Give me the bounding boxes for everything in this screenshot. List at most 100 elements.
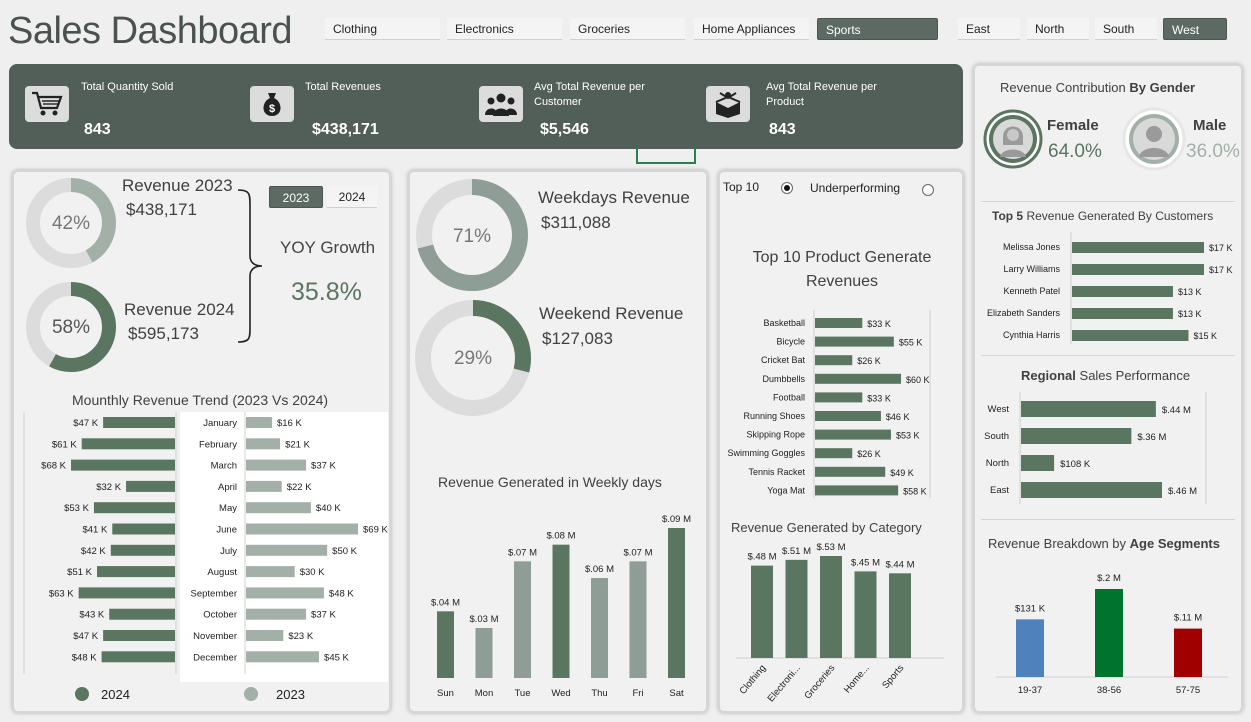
bar-2024-september [78,587,175,599]
top10-bar-swimming-goggles [815,448,853,459]
male-pct: 36.0% [1186,141,1240,162]
label-2023-october: $37 K [311,610,336,621]
label-2023-may: $40 K [316,503,341,514]
top5-value-kenneth-patel: $13 K [1178,287,1202,297]
weekly-chart-title: Revenue Generated in Weekly days [438,474,662,490]
top10-product-swimming-goggles: Swimming Goggles [727,448,805,458]
toggle-top10-radio[interactable] [780,181,794,195]
slicer-category-electronics[interactable]: Electronics [447,18,562,40]
bracket-icon [237,189,263,343]
rev2023-label: Revenue 2023 [122,176,233,195]
weekly-bar-mon [475,628,493,678]
category-value-sports: $.44 M [885,559,914,570]
bar-2023-august [246,566,295,578]
legend-2024-label: 2024 [101,687,130,702]
donut-weekend-pct: 29% [454,348,492,369]
top10-bar-yoga-mat [815,485,899,496]
label-2023-january: $16 K [277,418,302,429]
top10-title: Top 10 Product Generate Revenues [752,249,932,290]
weekly-bar-sun [437,611,454,678]
region-label-south: South [984,431,1009,442]
rev2024-value: $595,173 [128,324,199,343]
weekly-bar-fri [629,561,647,678]
donut-weekdays-pct: 71% [453,226,491,247]
slicer-category-groceries[interactable]: Groceries [570,18,685,40]
top10-value-bicycle: $55 K [899,338,923,348]
dashboard-title: Sales Dashboard [8,10,293,52]
label-2024-february: $61 K [52,439,77,450]
svg-text:$: $ [269,103,275,115]
bar-2023-march [246,459,307,471]
month-label-november: November [193,631,237,642]
age-bar-57-75 [1174,628,1202,677]
slicer-region-south[interactable]: South [1095,18,1157,40]
top10-value-running-shoes: $46 K [886,412,910,422]
slicer-region-west[interactable]: West [1163,18,1227,40]
category-label-sports: Sports [880,663,906,691]
toggle-underperforming-label: Underperforming [810,181,901,195]
kpi-value-avg-product: 843 [769,121,796,138]
bar-2024-march [71,459,175,471]
bar-2024-july [110,544,175,556]
monthly-chart: $47 K January $16 K $61 K February $21 K $68 K… [23,412,388,682]
selection-marker [636,148,696,164]
category-bar-sports [889,573,911,658]
weekly-value-sun: $.04 M [431,597,460,608]
slicer-region-north[interactable]: North [1027,18,1089,40]
top10-value-cricket-bat: $26 K [857,356,881,366]
label-2023-july: $50 K [332,546,357,557]
top5-bar-kenneth-patel [1072,286,1173,297]
top10-value-football: $33 K [867,393,891,403]
female-pct: 64.0% [1048,141,1102,162]
top10-product-dumbbells: Dumbbells [762,374,805,384]
donut-weekdays: 71% [416,179,528,291]
bar-2023-october [246,608,307,620]
category-value-groceries: $.53 M [816,542,845,553]
bar-2024-january [103,417,175,428]
label-2023-december: $45 K [324,652,349,663]
top5-value-elizabeth-sanders: $13 K [1178,309,1202,319]
bar-2024-april [126,480,175,492]
top5-chart: Melissa Jones $17 K Larry Williams $17 K Ken… [987,232,1233,344]
slicer-region-east[interactable]: East [958,18,1020,40]
age-value-19-37: $131 K [1015,603,1046,614]
top10-product-football: Football [773,392,805,402]
bar-2023-july [246,544,328,556]
weekly-value-fri: $.07 M [623,547,652,558]
bar-2024-november [103,630,175,641]
top5-customer-melissa-jones: Melissa Jones [1003,242,1061,252]
top10-product-yoga-mat: Yoga Mat [767,485,805,495]
month-label-march: March [211,461,237,472]
weekly-value-mon: $.03 M [469,614,498,625]
slicer-category-home-appliances[interactable]: Home Appliances [694,18,809,40]
money-bag-icon: $ [250,86,294,122]
region-value-south: $.36 M [1137,432,1166,443]
label-2024-august: $51 K [67,567,92,578]
month-label-june: June [216,525,237,536]
toggle-underperforming-radio[interactable] [921,183,935,197]
top10-bar-cricket-bat [815,355,853,366]
weekly-day-mon: Mon [475,688,493,699]
label-2024-july: $42 K [81,546,106,557]
top5-title: Top 5 Revenue Generated By Customers [992,209,1214,223]
top5-customer-kenneth-patel: Kenneth Patel [1003,286,1060,296]
kpi-value-quantity: 843 [84,121,111,138]
regional-chart: West $.44 M South $.36 M North $108 K East $.46… [984,392,1207,504]
region-value-east: $.46 M [1168,486,1197,497]
label-2023-february: $21 K [285,439,310,450]
bar-2024-may [93,502,175,514]
slicer-category-clothing[interactable]: Clothing [325,18,440,40]
donut-2023-pct: 42% [52,213,90,234]
year-button-2024[interactable]: 2024 [327,186,377,208]
rev2023-value: $438,171 [126,200,197,219]
male-avatar-icon [1122,107,1186,171]
top5-customer-larry-williams: Larry Williams [1003,264,1060,274]
weekly-value-thu: $.06 M [585,564,614,575]
month-label-september: September [191,588,237,599]
label-2024-april: $32 K [96,482,121,493]
weekly-chart: $.04 M Sun $.03 M Mon $.07 M Tue $.08 M Wed $.06… [431,514,691,699]
category-label-electronics: Electroni... [766,663,803,704]
label-2023-june: $69 K [363,525,388,536]
slicer-category-sports[interactable]: Sports [817,18,938,40]
year-button-2023[interactable]: 2023 [269,186,323,208]
